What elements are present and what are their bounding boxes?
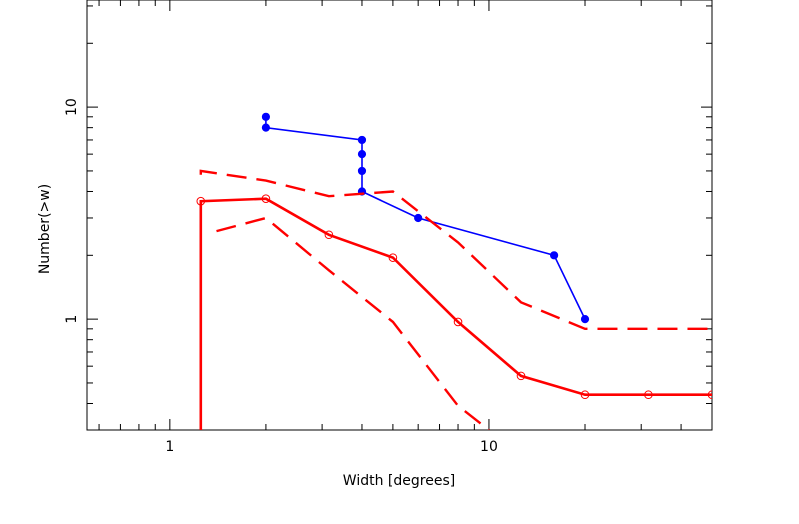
red-open-circle-marker [388,253,398,262]
plot-frame [86,0,713,431]
red-open-circle-marker [453,317,463,327]
blue-point-marker [549,251,559,260]
blue-point-marker [357,150,367,159]
series-line-red-dashed-lower [216,216,490,430]
blue-point-marker [261,112,271,121]
red-open-circle-marker [580,390,590,400]
x-axis-label: Width [degrees] [343,473,455,489]
red-open-circle-marker [707,390,712,400]
series-line-red-dashed-upper [199,169,712,330]
tick-labels: 1 10 1 10 [64,98,498,455]
red-open-circle-marker [196,196,206,206]
axis-ticks [87,0,713,431]
blue-point-marker [357,166,367,176]
x-tick-label: 10 [480,439,498,455]
red-open-circle-marker [324,230,334,240]
y-axis-label: Number(>w) [37,184,53,274]
x-tick-label: 1 [165,439,174,455]
y-tick-label: 10 [64,98,80,116]
red-open-circle-marker [261,194,271,203]
blue-point-marker [580,315,590,324]
blue-point-marker [261,123,271,132]
series-line-red-solid-open-circles [199,197,712,430]
y-tick-label: 1 [64,315,80,324]
blue-point-marker [414,213,423,223]
red-open-circle-marker [516,371,526,381]
red-open-circle-marker [644,390,653,400]
plot-area-border [86,0,713,431]
blue-point-marker [357,135,367,145]
series-layer [196,112,712,430]
